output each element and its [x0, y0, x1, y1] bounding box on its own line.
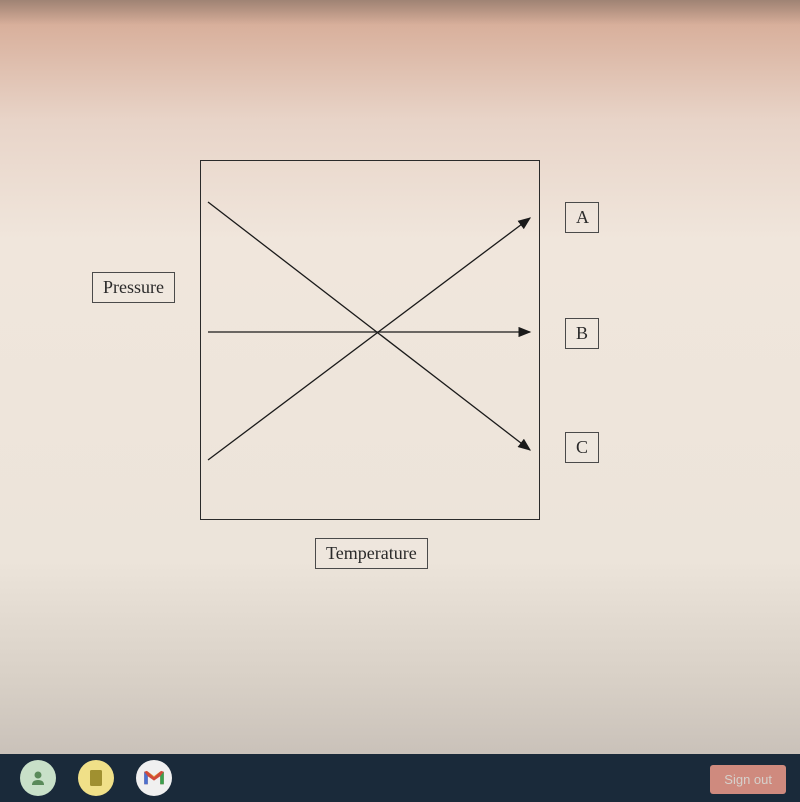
- taskbar-app-icon-2[interactable]: [78, 760, 114, 796]
- gmail-icon: [143, 770, 165, 786]
- label-B: B: [565, 318, 599, 349]
- label-C: C: [565, 432, 599, 463]
- label-A: A: [565, 202, 599, 233]
- signout-button[interactable]: Sign out: [710, 765, 786, 794]
- doc-icon: [88, 769, 104, 787]
- line-to-C: [208, 202, 530, 450]
- taskbar-app-icon-1[interactable]: [20, 760, 56, 796]
- y-axis-label: Pressure: [92, 272, 175, 303]
- taskbar-gmail-icon[interactable]: [136, 760, 172, 796]
- person-icon: [29, 769, 47, 787]
- taskbar: Sign out: [0, 754, 800, 802]
- photo-top-edge: [0, 0, 800, 25]
- line-to-A: [208, 218, 530, 460]
- arrows-svg: [200, 160, 540, 520]
- x-axis-label: Temperature: [315, 538, 428, 569]
